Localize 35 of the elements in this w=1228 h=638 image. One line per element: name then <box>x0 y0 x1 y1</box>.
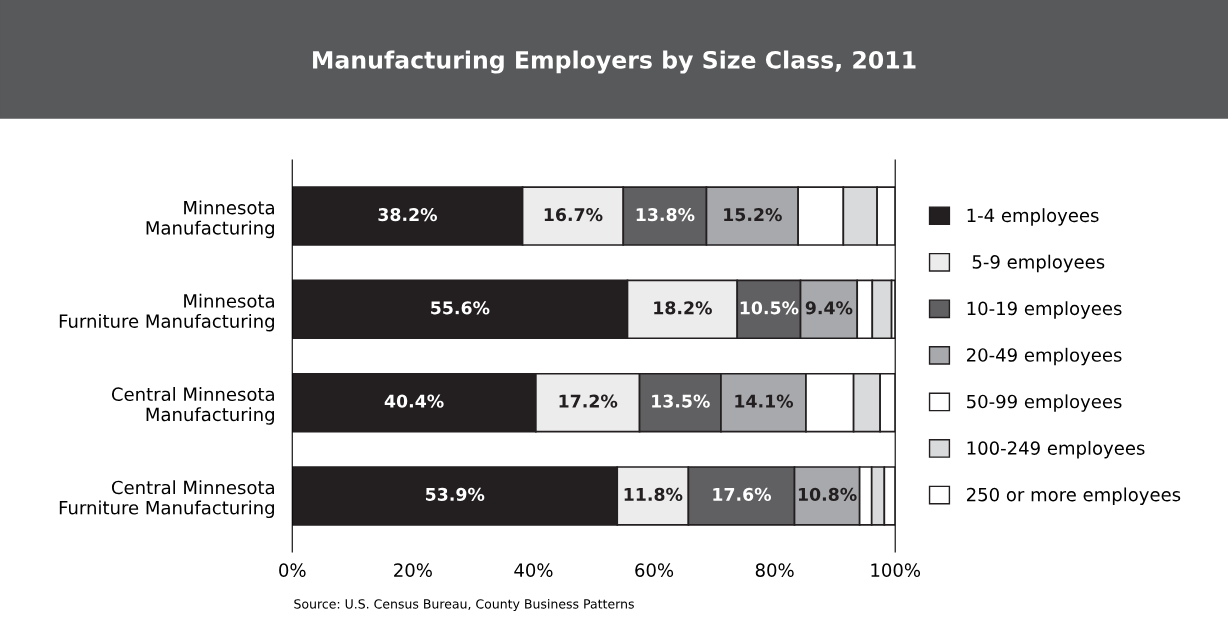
x-tick-label: 0% <box>279 563 306 577</box>
x-tick-label: 40% <box>514 563 553 577</box>
data-label: 10.5% <box>740 301 799 315</box>
x-tick-label: 100% <box>871 563 921 577</box>
data-label: 17.6% <box>713 487 772 501</box>
data-label: 16.7% <box>544 208 603 222</box>
data-label: 15.2% <box>724 208 782 222</box>
source-note: Source: U.S. Census Bureau, County Business Patterns <box>294 598 634 612</box>
x-tick-label: 20% <box>394 563 432 577</box>
data-label: 9.4% <box>805 301 853 315</box>
legend-label: 10-19 employees <box>967 301 1122 319</box>
legend-label: 250 or more employees <box>966 487 1181 505</box>
legend-label: 20-49 employees <box>966 347 1122 366</box>
data-label: 11.8% <box>624 487 683 501</box>
legend-label: 1-4 employees <box>967 208 1099 226</box>
y-tick-label: Minnesota Manufacturing <box>146 200 274 239</box>
data-label: 13.8% <box>636 208 695 222</box>
data-label: 55.6% <box>431 301 490 315</box>
data-label: 18.2% <box>654 301 712 315</box>
data-label: 38.2% <box>378 208 437 222</box>
legend-label: 50-99 employees <box>967 394 1122 412</box>
x-tick-label: 60% <box>635 563 674 577</box>
x-tick-label: 80% <box>755 563 794 577</box>
chart-title: Manufacturing Employers by Size Class, 2011 <box>313 50 916 74</box>
data-label: 10.8% <box>798 487 857 501</box>
legend-label: 100-249 employees <box>967 440 1145 459</box>
data-label: 40.4% <box>384 394 444 408</box>
data-label: 53.9% <box>425 487 485 501</box>
legend-label: 5-9 employees <box>972 254 1105 273</box>
y-tick-label: Central Minnesota Manufacturing <box>111 387 274 425</box>
data-label: 13.5% <box>652 394 710 408</box>
y-tick-label: Central Minnesota Furniture Manufacturing <box>59 480 274 518</box>
data-label: 14.1% <box>735 394 794 408</box>
data-label: 17.2% <box>559 394 618 408</box>
y-tick-label: Minnesota Furniture Manufacturing <box>59 293 274 332</box>
